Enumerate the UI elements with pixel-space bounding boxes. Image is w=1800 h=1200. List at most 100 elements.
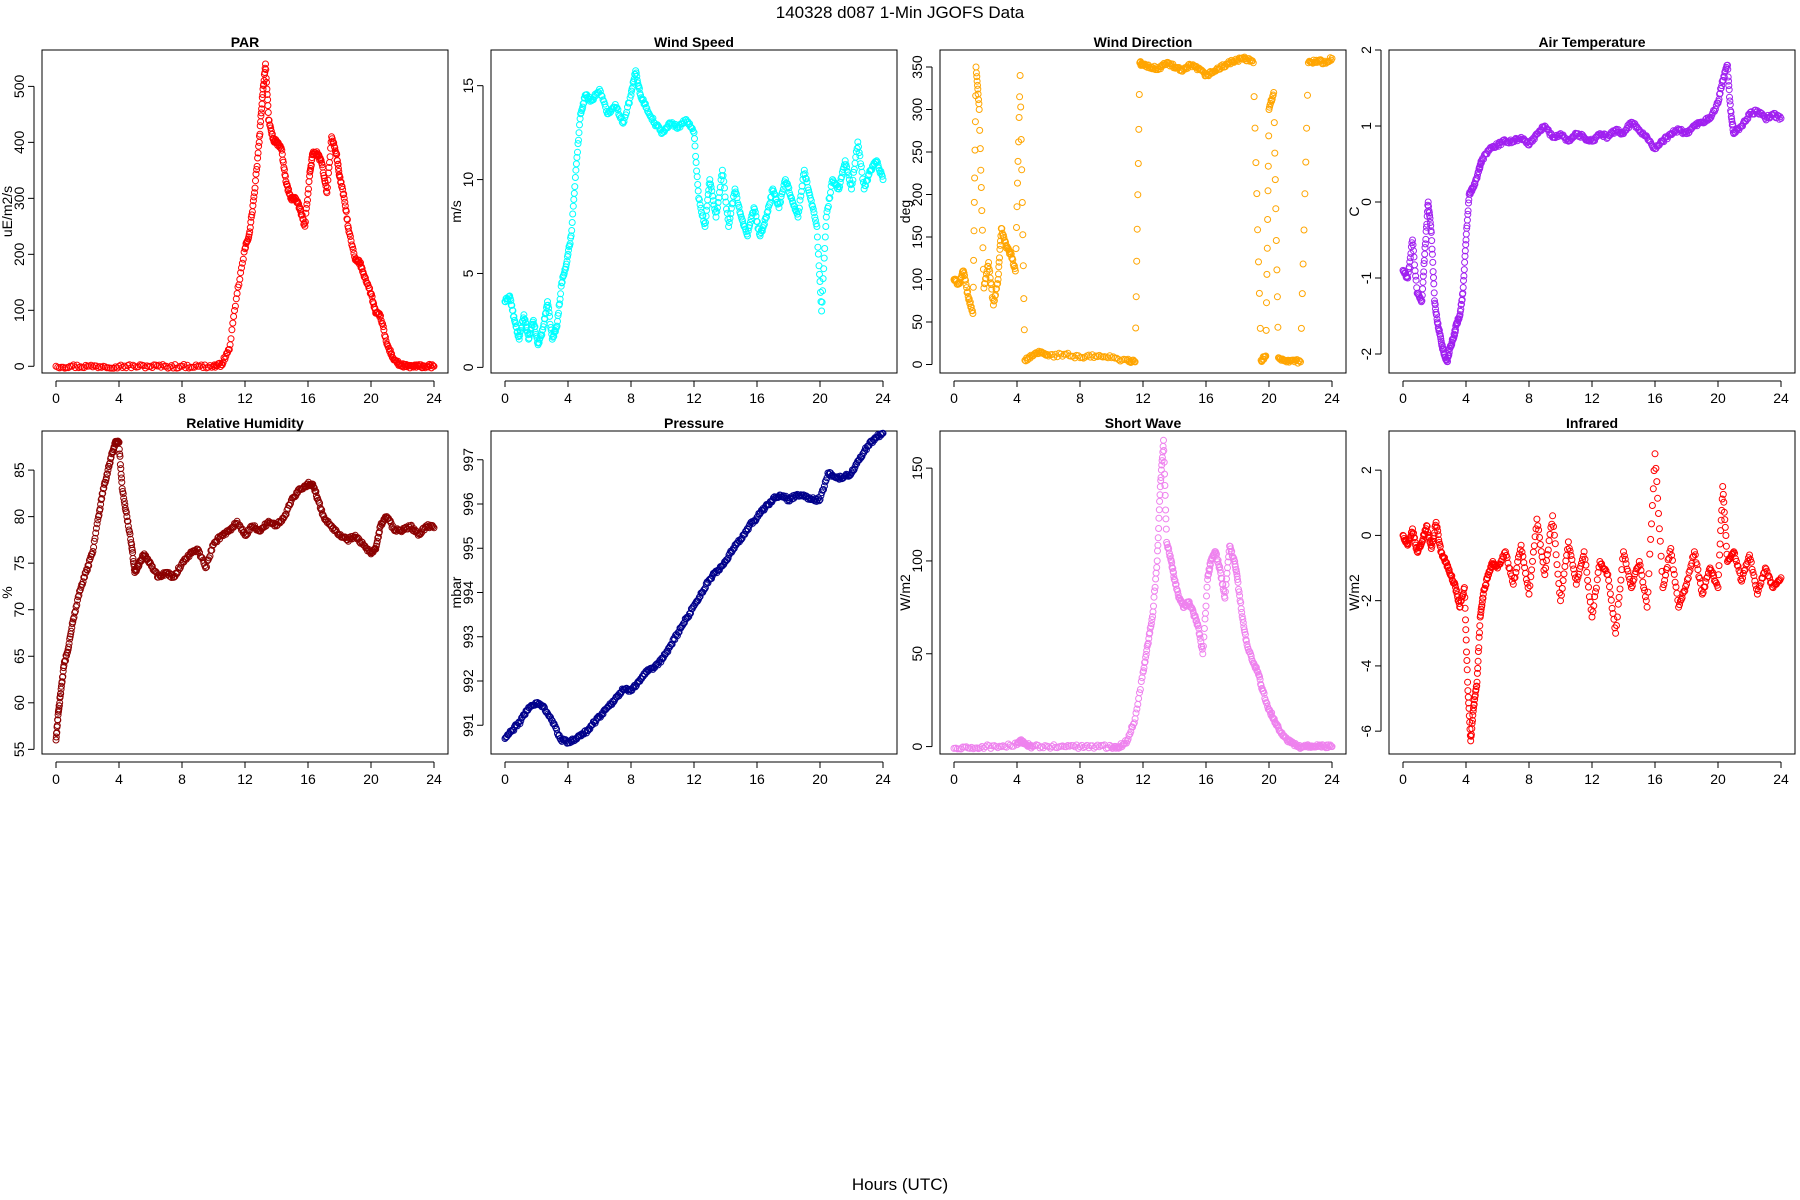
data-point — [1461, 258, 1469, 266]
data-point — [1038, 743, 1045, 751]
x-tick-label: 20 — [363, 771, 379, 787]
data-point — [263, 85, 271, 93]
data-point — [1410, 253, 1418, 261]
data-point — [1087, 353, 1094, 361]
data-point — [776, 199, 784, 207]
data-point — [1251, 124, 1259, 132]
data-point — [1448, 572, 1456, 580]
data-point — [1719, 490, 1727, 498]
data-point — [1530, 542, 1538, 550]
data-point — [1592, 588, 1599, 596]
data-point — [1328, 743, 1336, 751]
x-tick-label: 20 — [1710, 771, 1726, 787]
data-point — [1131, 358, 1139, 366]
data-point — [1148, 616, 1156, 624]
x-tick-label: 16 — [300, 390, 316, 406]
x-tick-label: 4 — [564, 771, 572, 787]
data-point — [1651, 450, 1659, 458]
data-point — [1078, 741, 1086, 749]
data-point — [1658, 567, 1666, 575]
data-point — [227, 335, 235, 343]
data-point — [1059, 352, 1066, 360]
x-tick-label: 12 — [237, 390, 253, 406]
data-point — [1648, 502, 1656, 509]
panel-wind-direction: Wind Direction 0 4 8 12 16 20 24 0 50 100 150 200 250… — [897, 34, 1347, 406]
data-point — [1170, 573, 1178, 581]
x-tick-label: 16 — [1198, 771, 1214, 787]
x-tick-label: 24 — [1324, 771, 1340, 787]
x-tick-label: 24 — [1773, 390, 1789, 406]
data-point — [1654, 494, 1662, 502]
data-point — [802, 175, 810, 183]
data-point — [1150, 602, 1157, 610]
x-tick-label: 20 — [812, 390, 828, 406]
data-point — [1240, 626, 1248, 634]
data-point — [1019, 231, 1027, 239]
y-tick-label: 1 — [1358, 122, 1374, 130]
data-point — [1663, 564, 1671, 571]
data-point — [664, 648, 672, 656]
data-point — [1725, 82, 1733, 90]
data-point — [1716, 89, 1724, 97]
data-point — [1607, 596, 1615, 604]
x-tick-label: 8 — [1076, 771, 1084, 787]
data-point — [969, 310, 977, 317]
data-point — [304, 196, 311, 204]
data-point — [848, 180, 856, 188]
data-point — [624, 103, 631, 111]
data-point — [202, 564, 210, 572]
data-point — [85, 562, 93, 570]
data-point — [302, 204, 310, 212]
data-point — [553, 322, 561, 330]
data-point — [1435, 536, 1443, 544]
data-point — [1527, 573, 1535, 581]
data-point — [1434, 531, 1442, 539]
data-point — [1655, 525, 1663, 533]
data-point — [822, 213, 830, 221]
data-point — [1711, 105, 1719, 113]
data-point — [969, 283, 977, 291]
x-tick-label: 0 — [52, 390, 60, 406]
data-point — [836, 183, 844, 191]
data-point — [252, 170, 260, 178]
y-axis: -6 -4 -2 0 2 — [1358, 466, 1382, 737]
data-point — [1460, 277, 1467, 284]
data-point — [826, 194, 834, 202]
data-point — [568, 219, 576, 226]
data-point — [1127, 728, 1135, 736]
y-axis-label: W/m2 — [897, 574, 913, 611]
data-point — [1526, 582, 1534, 590]
data-point — [1407, 243, 1415, 251]
data-point — [251, 184, 259, 192]
data-point — [231, 302, 239, 310]
data-point — [1235, 588, 1243, 596]
y-tick-label: 50 — [909, 314, 925, 330]
data-point — [720, 177, 728, 185]
data-point — [1152, 575, 1160, 583]
x-tick-label: 0 — [52, 771, 60, 787]
y-axis-label: C — [1346, 206, 1362, 216]
data-points — [501, 67, 887, 349]
data-point — [1271, 176, 1279, 184]
data-point — [129, 555, 137, 562]
data-point — [1746, 551, 1753, 559]
y-tick-label: 991 — [460, 713, 476, 737]
data-point — [140, 362, 147, 370]
data-point — [92, 362, 100, 370]
x-tick-label: 20 — [363, 390, 379, 406]
data-point — [1583, 568, 1591, 576]
data-point — [254, 149, 262, 157]
data-point — [818, 307, 826, 315]
data-point — [964, 288, 972, 296]
data-point — [373, 537, 381, 545]
data-point — [162, 362, 170, 370]
data-point — [544, 298, 551, 306]
data-point — [813, 233, 821, 241]
data-point — [1610, 615, 1618, 623]
data-point — [263, 78, 270, 86]
data-point — [1269, 91, 1277, 99]
panel-pressure: Pressure 0 4 8 12 16 20 24 991 992 993 994 995 996 997… — [448, 415, 898, 787]
data-point — [820, 265, 828, 273]
data-point — [1550, 531, 1558, 539]
y-axis-label: mbar — [448, 576, 464, 608]
